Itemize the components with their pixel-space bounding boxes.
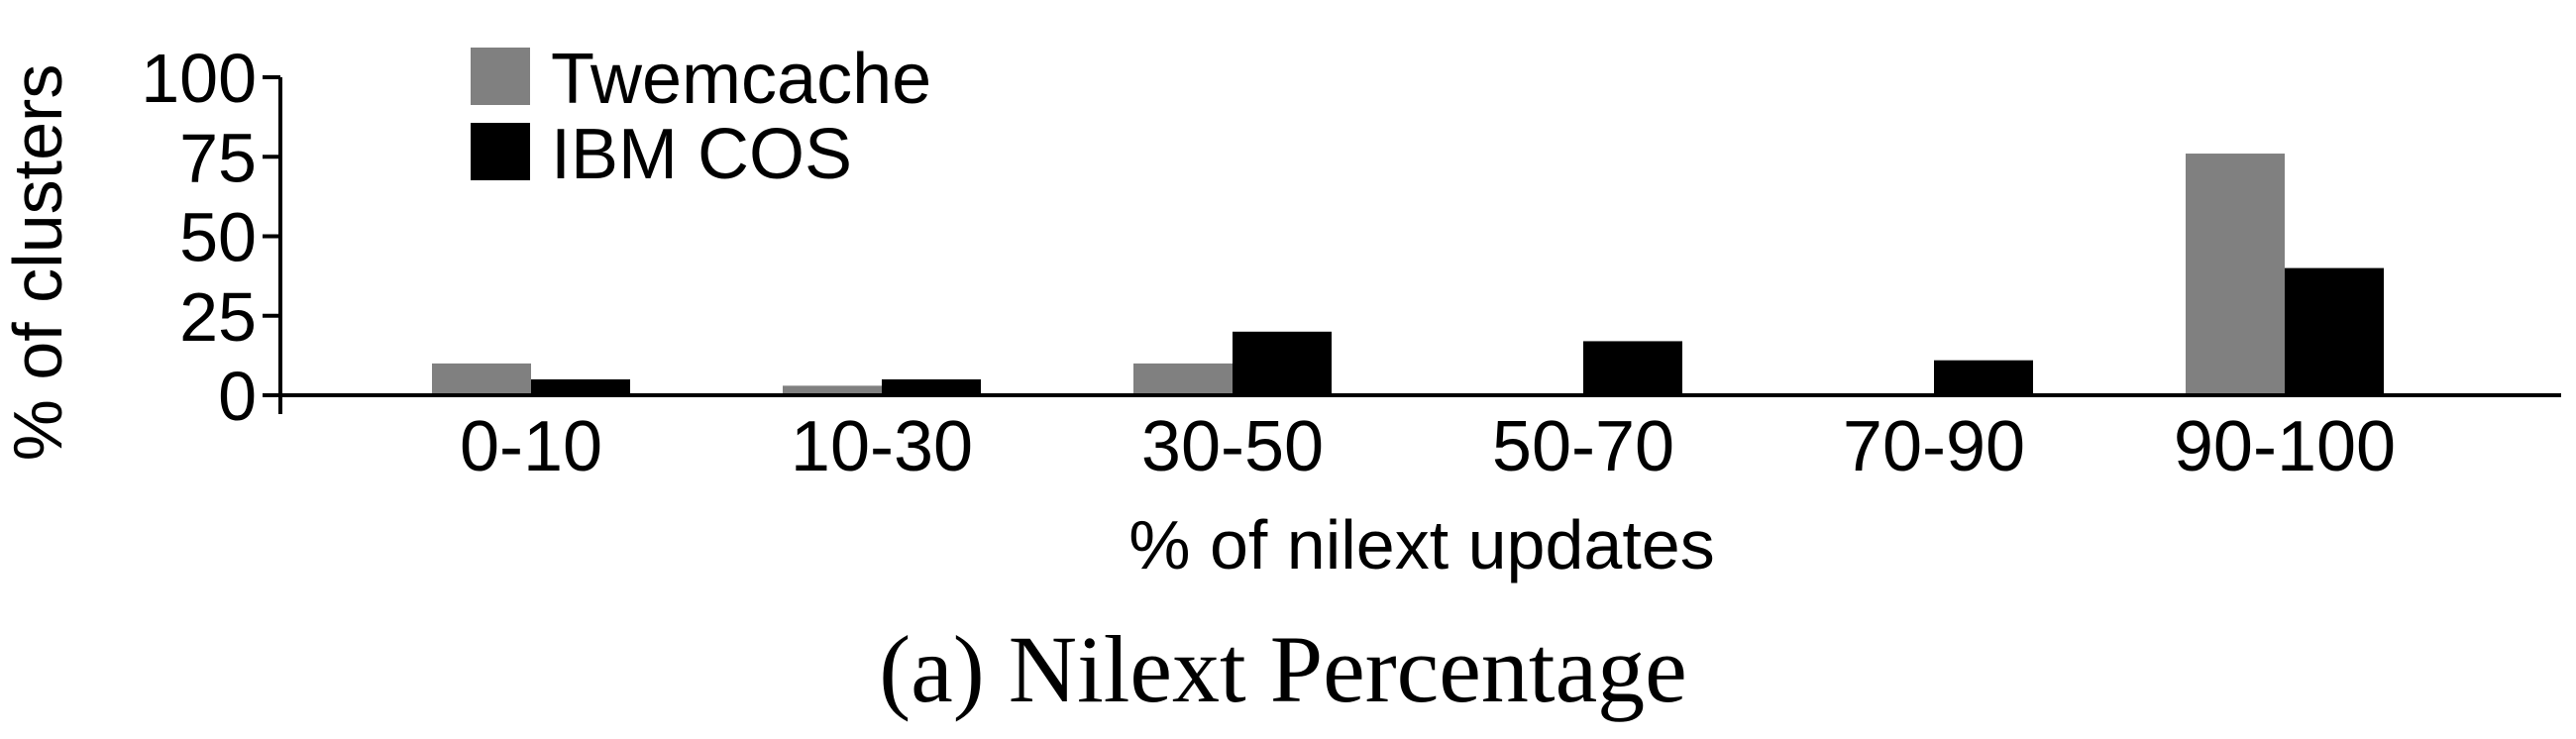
- legend: Twemcache IBM COS: [471, 40, 931, 194]
- legend-swatch-twemcache: [471, 48, 530, 105]
- axes-group: [278, 77, 2561, 414]
- x-axis-label: % of nilext updates: [1128, 506, 1714, 583]
- x-tick-label: 50-70: [1492, 407, 1674, 486]
- bar-ibm-cos-70-90: [1934, 360, 2033, 395]
- x-tick-label: 10-30: [791, 407, 973, 486]
- x-tick-label: 0-10: [460, 407, 602, 486]
- x-tick-label: 30-50: [1141, 407, 1324, 486]
- bar-twemcache-10-30: [783, 385, 882, 395]
- bars-group: [432, 154, 2384, 395]
- bar-ibm-cos-90-100: [2285, 267, 2384, 395]
- y-tick-label: 75: [179, 119, 257, 196]
- x-tick-label: 70-90: [1843, 407, 2025, 486]
- bar-twemcache-0-10: [432, 363, 531, 395]
- legend-label-ibm-cos: IBM COS: [551, 115, 852, 194]
- legend-label-twemcache: Twemcache: [551, 40, 931, 119]
- y-tick-label: 25: [179, 278, 257, 356]
- chart-caption: (a) Nilext Percentage: [879, 616, 1687, 722]
- y-tick-label: 50: [179, 199, 257, 276]
- y-axis-label: % of clusters: [0, 64, 76, 462]
- bar-twemcache-90-100: [2186, 154, 2285, 395]
- x-ticks-group: 0-10 10-30 30-50 50-70 70-90 90-100: [460, 407, 2396, 486]
- bar-ibm-cos-10-30: [882, 378, 981, 395]
- bar-twemcache-30-50: [1133, 363, 1233, 395]
- legend-swatch-ibm-cos: [471, 123, 530, 180]
- x-tick-label: 90-100: [2174, 407, 2396, 486]
- y-tick-label: 100: [141, 40, 257, 117]
- bar-ibm-cos-0-10: [531, 378, 630, 395]
- bar-ibm-cos-30-50: [1233, 331, 1332, 395]
- bar-ibm-cos-50-70: [1583, 341, 1682, 395]
- y-tick-label: 0: [218, 358, 257, 435]
